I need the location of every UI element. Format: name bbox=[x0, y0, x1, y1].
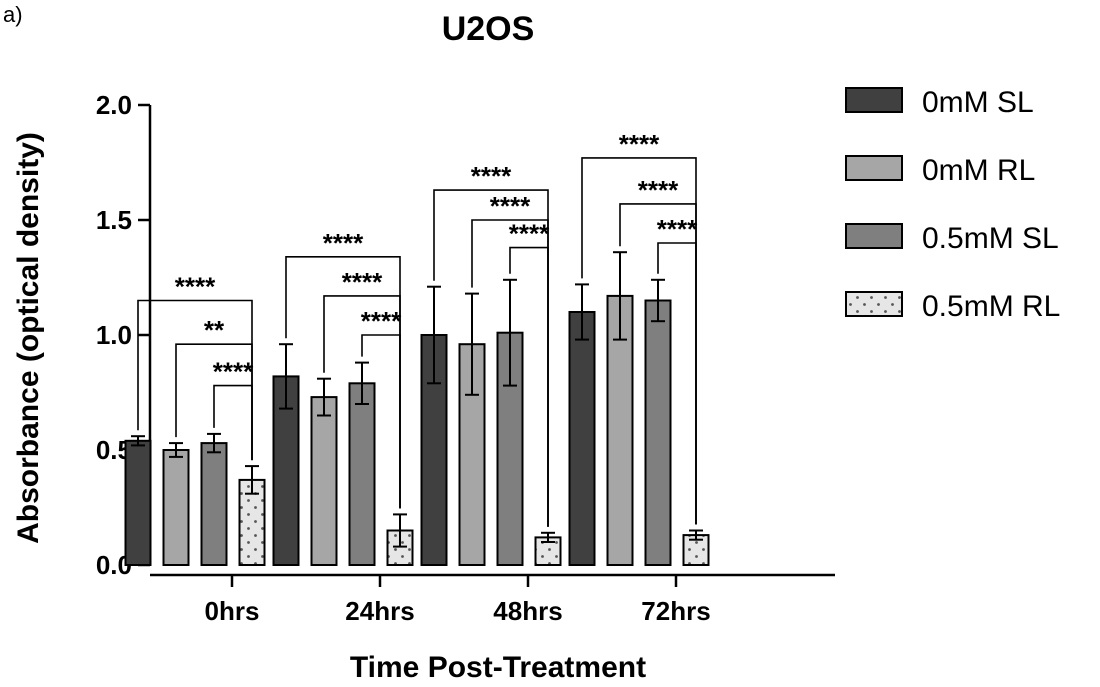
significance-bracket bbox=[361, 334, 401, 509]
bar bbox=[310, 396, 338, 566]
bar bbox=[644, 299, 672, 566]
significance-label: **** bbox=[323, 228, 364, 258]
x-tick-label: 24hrs bbox=[345, 596, 414, 626]
y-tick-label: 1.0 bbox=[96, 320, 132, 350]
x-tick-label: 72hrs bbox=[641, 596, 710, 626]
significance-label: **** bbox=[638, 175, 679, 205]
significance-bracket bbox=[657, 242, 697, 525]
significance-label: **** bbox=[490, 191, 531, 221]
significance-label: **** bbox=[509, 219, 550, 249]
significance-label: **** bbox=[175, 272, 216, 302]
error-bars-layer bbox=[131, 251, 703, 548]
significance-bracket bbox=[213, 384, 253, 461]
bar bbox=[568, 311, 596, 566]
y-tick-label: 1.5 bbox=[96, 205, 132, 235]
significance-label: **** bbox=[619, 129, 660, 159]
legend-swatch bbox=[845, 223, 903, 249]
significance-label: **** bbox=[213, 357, 254, 387]
x-tick-label: 48hrs bbox=[493, 596, 562, 626]
x-axis: 0hrs 24hrs 48hrs 72hrs bbox=[150, 573, 835, 626]
significance-label: **** bbox=[657, 214, 698, 244]
bar bbox=[124, 439, 152, 566]
legend-swatch bbox=[845, 291, 903, 317]
y-tick-label: 2.0 bbox=[96, 90, 132, 120]
bar bbox=[162, 449, 190, 566]
y-axis-title: Absorbance (optical density) bbox=[12, 132, 45, 544]
significance-label: **** bbox=[342, 267, 383, 297]
x-axis-title: Time Post-Treatment bbox=[350, 651, 646, 682]
legend-label: 0mM SL bbox=[922, 86, 1034, 119]
legend-label: 0.5mM RL bbox=[922, 290, 1060, 323]
chart-title: U2OS bbox=[442, 10, 535, 48]
legend-swatch bbox=[845, 87, 903, 113]
bar bbox=[200, 442, 228, 567]
legend-label: 0.5mM SL bbox=[922, 222, 1059, 255]
bar bbox=[458, 343, 486, 567]
legend-swatch bbox=[845, 155, 903, 181]
bar bbox=[348, 382, 376, 566]
significance-layer: ****************************************… bbox=[137, 129, 698, 527]
bar bbox=[496, 331, 524, 567]
significance-bracket bbox=[509, 246, 549, 527]
x-tick-label: 0hrs bbox=[205, 596, 260, 626]
significance-label: ** bbox=[204, 315, 225, 345]
panel-label: a) bbox=[3, 2, 23, 27]
significance-bracket bbox=[581, 157, 697, 525]
significance-label: **** bbox=[471, 161, 512, 191]
legend-label: 0mM RL bbox=[922, 154, 1035, 187]
bar bbox=[420, 334, 448, 566]
significance-label: **** bbox=[361, 306, 402, 336]
legend: 0mM SL 0mM RL 0.5mM SL 0.5mM RL bbox=[845, 86, 1060, 323]
